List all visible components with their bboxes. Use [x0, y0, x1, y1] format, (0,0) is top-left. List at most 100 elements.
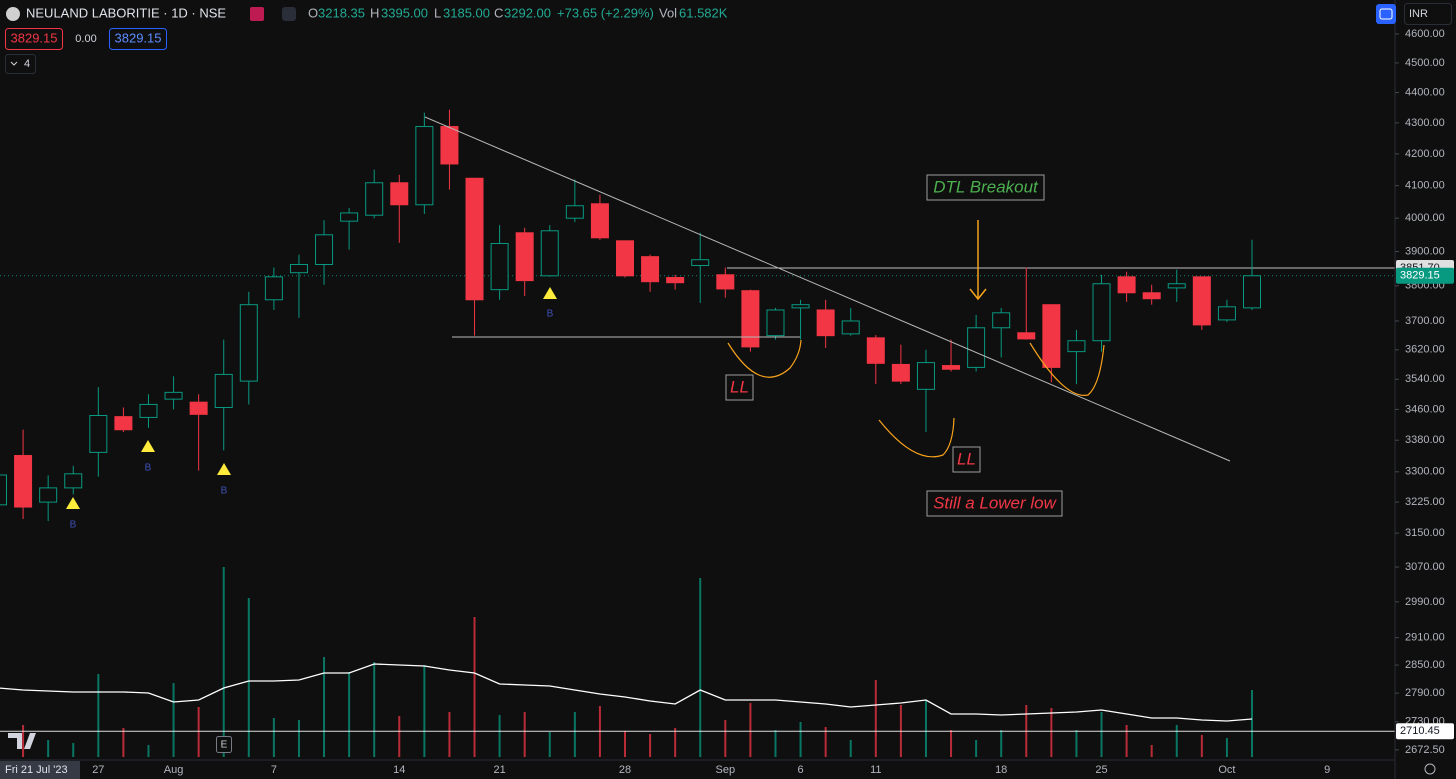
buy-triangle — [66, 497, 80, 509]
volume-bar — [172, 683, 175, 757]
curve — [878, 417, 955, 458]
volume-bar — [47, 740, 50, 757]
buy-triangle — [543, 287, 557, 299]
y-tick-label: 3070.00 — [1405, 561, 1445, 573]
volume-bar — [122, 728, 125, 757]
candle-body — [340, 212, 359, 222]
candle-body — [264, 276, 283, 301]
volume-bar — [523, 712, 526, 757]
tv-logo — [8, 733, 36, 749]
icon-glyph — [1379, 8, 1393, 20]
settings-icon[interactable] — [1376, 4, 1396, 24]
candle-body — [1017, 332, 1036, 340]
volume-bar — [72, 743, 75, 757]
y-tick-label: 3150.00 — [1405, 527, 1445, 539]
candle-body — [365, 182, 384, 216]
y-tick-label: 4200.00 — [1405, 148, 1445, 160]
change: +73.65 (+2.29%) — [557, 5, 654, 20]
volume-bar — [373, 662, 376, 757]
volume-bar — [874, 680, 877, 757]
volume-bar — [1150, 745, 1153, 757]
candle-body — [64, 473, 83, 489]
volume-bar — [1125, 725, 1128, 757]
plot-area — [0, 109, 1395, 757]
x-tick-label: 21 — [493, 764, 505, 776]
ohlc-label: O — [308, 5, 318, 20]
event-label: E — [221, 740, 228, 751]
volume-bar — [774, 730, 777, 757]
volume-bar — [975, 740, 978, 757]
candle-body — [515, 232, 534, 282]
arrow-head — [969, 288, 987, 301]
ohlc-value: 3185.00 — [443, 5, 490, 20]
candle-body — [189, 401, 208, 415]
header: NEULAND LABORITIE · 1D · NSE O 3218.35 H… — [5, 3, 1452, 74]
volume-bar — [247, 598, 250, 757]
candle-body — [39, 487, 58, 503]
sell-button[interactable] — [5, 28, 63, 50]
candle-body — [315, 234, 334, 265]
candle-body — [666, 277, 685, 284]
candle-body — [1167, 283, 1186, 289]
curve — [727, 339, 802, 378]
volume-bar — [398, 716, 401, 757]
volume-bar — [624, 731, 626, 757]
candle-body — [1192, 276, 1211, 326]
candle-body — [967, 327, 986, 368]
candle-body — [540, 230, 559, 277]
x-tick-label: 6 — [797, 764, 803, 776]
buy-label: B — [70, 520, 77, 531]
price-label-box — [1396, 267, 1454, 284]
crosshair-date-badge — [0, 761, 80, 779]
x-tick-label: Oct — [1218, 764, 1235, 776]
y-tick-label: 4400.00 — [1405, 86, 1445, 98]
candle-body — [992, 312, 1011, 329]
ohlc-value: 3395.00 — [381, 5, 428, 20]
ll-note: LL — [957, 449, 976, 468]
x-tick-label: 11 — [870, 764, 881, 776]
currency-button[interactable] — [1404, 3, 1452, 25]
buy-price: 3829.15 — [115, 30, 162, 45]
volume-bar — [924, 700, 927, 757]
ll-note: LL — [730, 377, 749, 396]
volume-bar — [649, 734, 652, 757]
candle-body — [89, 414, 108, 453]
candle-body — [866, 337, 885, 364]
buy-label: B — [145, 463, 152, 474]
candle-body — [114, 416, 133, 431]
currency: INR — [1409, 8, 1428, 20]
x-tick-label: Fri 21 Jul '23 — [5, 764, 68, 776]
volume-bar — [824, 727, 827, 757]
settings-gear[interactable] — [1424, 763, 1436, 775]
indicators-toggle[interactable] — [5, 54, 36, 74]
candle-body — [691, 259, 710, 267]
status-icon[interactable] — [282, 7, 296, 21]
ohlc-value: 3292.00 — [504, 5, 551, 20]
volume-bar — [548, 732, 551, 757]
x-tick-label: Sep — [716, 764, 736, 776]
note-box — [926, 174, 1045, 201]
curve — [1029, 342, 1105, 396]
candle-body — [490, 242, 509, 291]
buy-button[interactable] — [109, 28, 167, 50]
spread: 0.00 — [75, 33, 96, 45]
vol-label: Vol — [659, 5, 677, 20]
x-tick-label: 18 — [995, 764, 1007, 776]
volume-bar — [1075, 730, 1078, 757]
volume-bar — [222, 567, 225, 757]
note-box — [926, 490, 1063, 517]
x-tick-label: 9 — [1324, 764, 1330, 776]
y-tick-label: 3460.00 — [1405, 403, 1445, 415]
candle-body — [0, 474, 7, 506]
event-marker[interactable] — [216, 736, 232, 753]
y-tick-label: 4500.00 — [1405, 57, 1445, 69]
volume-bar — [22, 725, 25, 757]
notes: DTL Breakout LL LL Still a Lower low — [725, 174, 1063, 517]
candle-body — [1217, 306, 1236, 321]
y-tick-label: 3300.00 — [1405, 466, 1445, 478]
volume-bar — [1251, 690, 1253, 757]
volume-bar — [724, 720, 727, 757]
x-tick-label: 28 — [619, 764, 631, 776]
flag-icon[interactable] — [250, 7, 264, 21]
